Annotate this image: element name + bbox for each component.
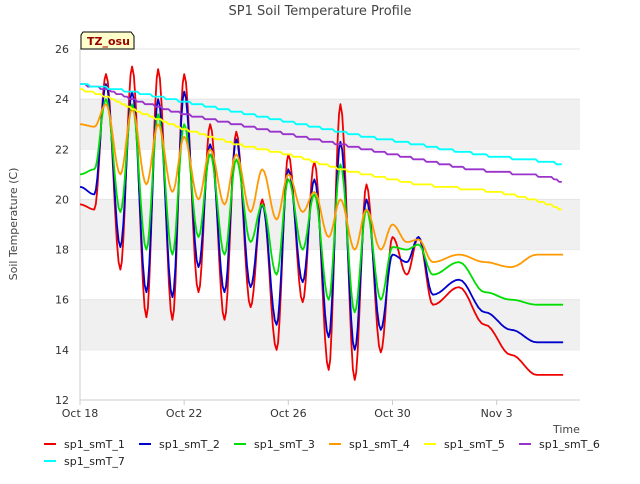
series-line-sp1_smT_3 bbox=[79, 98, 564, 314]
legend-label: sp1_smT_6 bbox=[539, 438, 600, 451]
series-line-sp1_smT_6 bbox=[80, 83, 562, 183]
y-tick-label: 24 bbox=[55, 93, 69, 106]
series-line-sp1_smT_7 bbox=[80, 83, 562, 166]
legend-item-sp1_smT_6: sp1_smT_6 bbox=[519, 438, 600, 451]
y-tick-label: 18 bbox=[55, 244, 69, 257]
station-badge: TZ_osu bbox=[80, 31, 135, 50]
x-axis-label: Time bbox=[552, 423, 580, 436]
legend-item-sp1_smT_3: sp1_smT_3 bbox=[234, 438, 315, 451]
series-line-sp1_smT_2 bbox=[79, 83, 564, 351]
legend-label: sp1_smT_1 bbox=[64, 438, 125, 451]
y-tick-label: 14 bbox=[55, 344, 69, 357]
y-tick-label: 26 bbox=[55, 43, 69, 56]
series-line-sp1_smT_4 bbox=[79, 103, 564, 268]
x-tick-label: Oct 26 bbox=[270, 407, 307, 420]
x-tick-label: Oct 18 bbox=[62, 407, 99, 420]
x-tick-label: Oct 30 bbox=[374, 407, 411, 420]
legend-label: sp1_smT_5 bbox=[444, 438, 505, 451]
chart-title: SP1 Soil Temperature Profile bbox=[229, 4, 412, 19]
legend-label: sp1_smT_2 bbox=[159, 438, 220, 451]
legend-label: sp1_smT_4 bbox=[349, 438, 410, 451]
legend-item-sp1_smT_5: sp1_smT_5 bbox=[424, 438, 505, 451]
station-badge-text: TZ_osu bbox=[87, 35, 130, 48]
y-tick-label: 12 bbox=[55, 394, 69, 407]
y-axis-label: Soil Temperature (C) bbox=[7, 168, 20, 281]
legend-label: sp1_smT_3 bbox=[254, 438, 315, 451]
y-tick-label: 22 bbox=[55, 143, 69, 156]
grid-band bbox=[80, 199, 580, 250]
x-tick-label: Oct 22 bbox=[166, 407, 203, 420]
legend-label: sp1_smT_7 bbox=[64, 455, 125, 468]
y-tick-label: 16 bbox=[55, 294, 69, 307]
y-tick-label: 20 bbox=[55, 193, 69, 206]
series-line-sp1_smT_5 bbox=[80, 88, 562, 211]
legend-item-sp1_smT_7: sp1_smT_7 bbox=[44, 455, 125, 468]
legend-item-sp1_smT_4: sp1_smT_4 bbox=[329, 438, 410, 451]
legend-item-sp1_smT_1: sp1_smT_1 bbox=[44, 438, 125, 451]
legend-item-sp1_smT_2: sp1_smT_2 bbox=[139, 438, 220, 451]
x-tick-label: Nov 3 bbox=[481, 407, 513, 420]
